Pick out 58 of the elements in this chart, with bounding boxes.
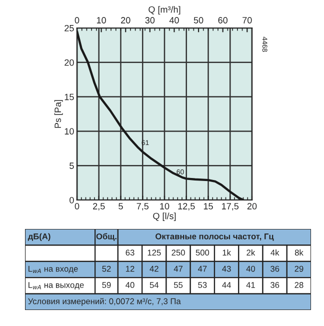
- text: 4k: [270, 249, 280, 256]
- text: Октавные полосы частот, Гц: [156, 233, 274, 241]
- text: 43: [222, 266, 231, 272]
- text: 29: [294, 266, 304, 272]
- x-tick-label: 0: [74, 203, 80, 210]
- text: 28: [294, 282, 304, 288]
- x2-tick-label: 20: [121, 17, 130, 24]
- text: 47: [198, 266, 207, 272]
- x-tick-label: 7,5: [136, 203, 149, 210]
- text: L$_{wA}$ на входе: [28, 266, 78, 274]
- text: 125: [148, 250, 161, 256]
- y-tick-label: 0: [70, 196, 74, 204]
- text: 55: [174, 282, 183, 288]
- x2-tick-label: 30: [145, 17, 155, 24]
- text: 53: [198, 282, 207, 288]
- text: 40: [126, 282, 134, 288]
- x2-axis-title: Q [m³/h]: [148, 6, 180, 15]
- x2-tick-label: 10: [96, 17, 106, 24]
- text: L$_{wA}$ на выходе: [28, 282, 84, 290]
- text: 47: [174, 266, 183, 272]
- y-tick-label: 15: [64, 94, 74, 100]
- text: 12: [126, 266, 134, 272]
- x-tick-label: 2,5: [93, 203, 105, 210]
- text: 54: [150, 282, 159, 288]
- text: 36: [270, 282, 280, 288]
- x-tick-label: 5: [118, 203, 123, 210]
- text: 59: [102, 282, 111, 288]
- x2-tick-label: 70: [242, 17, 252, 24]
- x2-tick-label: 60: [218, 17, 228, 24]
- x2-tick-label: 40: [169, 17, 179, 24]
- y-tick-label: 5: [70, 162, 74, 169]
- text: 36: [270, 266, 280, 272]
- x-tick-label: 15: [204, 203, 213, 210]
- text: 63: [126, 250, 134, 256]
- x2-tick-label: 50: [194, 17, 204, 24]
- y-axis-title: Ps [Pa]: [54, 100, 63, 128]
- y-tick-label: 25: [64, 24, 74, 32]
- text: Общ.: [96, 233, 116, 241]
- text: дБ(А): [28, 233, 50, 241]
- text: 41: [246, 282, 255, 288]
- text: 500: [196, 250, 210, 256]
- text: Условия измерений: 0,0072 м³/с, 7,3 Па: [28, 298, 181, 306]
- text: 8k: [294, 249, 304, 256]
- text: 42: [150, 266, 158, 272]
- x2-tick-label: 0: [74, 17, 80, 24]
- x-tick-label: 10: [160, 203, 170, 210]
- text: 44: [222, 282, 231, 288]
- y-tick-label: 20: [64, 59, 74, 66]
- text: 2k: [246, 249, 256, 256]
- x-tick-label: 12,5: [178, 203, 195, 210]
- x-tick-label: 17,5: [222, 203, 239, 210]
- text: 40: [246, 266, 256, 272]
- text: 250: [172, 250, 185, 256]
- text: 52: [102, 266, 111, 272]
- x-axis-title: Q [l/s]: [153, 212, 176, 221]
- y-tick-label: 10: [64, 128, 74, 135]
- x-tick-label: 20: [247, 203, 257, 210]
- text: 1k: [222, 249, 231, 256]
